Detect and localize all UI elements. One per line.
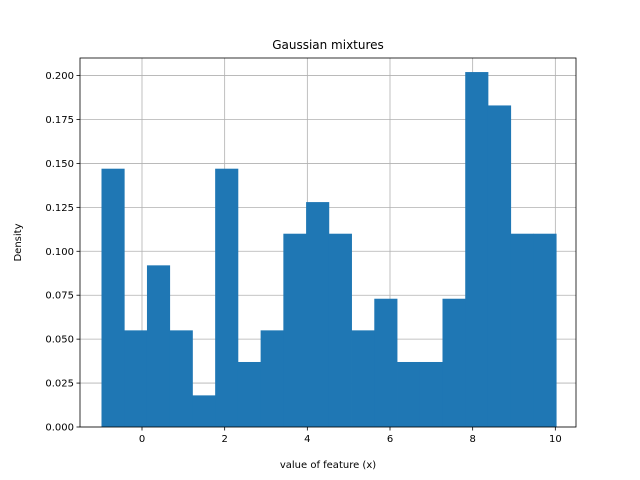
y-tick-label: 0.075 <box>45 291 74 302</box>
histogram-bar <box>328 233 352 427</box>
x-tick-label: 8 <box>469 434 475 445</box>
histogram-bar <box>124 330 148 427</box>
histogram-bar <box>510 233 534 427</box>
x-axis-label: value of feature (x) <box>280 460 376 471</box>
histogram-bar <box>101 168 125 427</box>
y-tick-label: 0.175 <box>45 115 74 126</box>
histogram-bar <box>487 105 512 427</box>
histogram-bar <box>192 395 216 427</box>
x-tick-label: 10 <box>549 434 562 445</box>
histogram-bar <box>442 298 466 427</box>
x-tick-label: 0 <box>139 434 145 445</box>
histogram-bar <box>397 361 421 427</box>
x-tick-label: 6 <box>387 434 393 445</box>
x-tick-label: 2 <box>221 434 227 445</box>
histogram-bar <box>215 168 239 427</box>
histogram-bar <box>237 361 262 427</box>
chart-title: Gaussian mixtures <box>272 38 384 52</box>
y-tick-label: 0.000 <box>45 423 74 434</box>
histogram-bars <box>101 72 557 428</box>
histogram-bar <box>306 202 330 427</box>
x-axis-ticks: 0 2 4 6 8 10 <box>139 427 562 445</box>
y-tick-label: 0.125 <box>45 203 74 214</box>
x-tick-label: 4 <box>304 434 310 445</box>
histogram-bar <box>374 298 398 427</box>
y-tick-label: 0.150 <box>45 159 74 170</box>
histogram-bar <box>169 330 193 427</box>
histogram-bar <box>533 233 557 427</box>
plot-frame <box>79 57 577 428</box>
histogram-bar <box>465 72 489 428</box>
y-axis-ticks: 0.000 0.025 0.050 0.075 0.100 0.125 0.150 0.175… <box>45 71 80 434</box>
histogram-bar <box>146 265 171 427</box>
histogram-bar <box>283 233 307 427</box>
y-tick-label: 0.100 <box>45 247 74 258</box>
histogram-bar <box>419 361 443 427</box>
y-tick-label: 0.200 <box>45 71 74 82</box>
y-tick-label: 0.050 <box>45 335 74 346</box>
histogram-bar <box>260 330 284 427</box>
histogram-bar <box>351 330 375 427</box>
y-tick-label: 0.025 <box>45 379 74 390</box>
y-axis-label: Density <box>13 223 24 261</box>
